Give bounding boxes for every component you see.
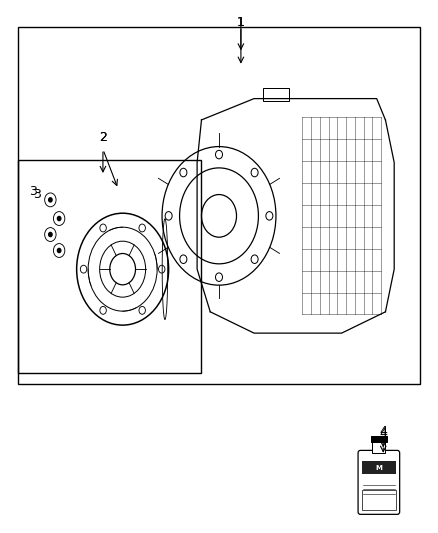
Bar [362, 489, 396, 510]
Text: 1: 1 [237, 16, 245, 29]
Bar [372, 442, 385, 453]
Bar [18, 160, 201, 373]
Circle shape [49, 198, 52, 202]
Text: 4: 4 [379, 425, 387, 438]
Circle shape [57, 248, 61, 253]
Text: 3: 3 [29, 185, 37, 198]
Bar [371, 436, 387, 442]
Bar [263, 88, 289, 101]
Text: 2: 2 [99, 131, 107, 144]
Circle shape [57, 216, 61, 221]
Text: 1: 1 [237, 16, 245, 29]
FancyBboxPatch shape [358, 450, 399, 514]
Text: 4: 4 [379, 427, 387, 440]
Text: M: M [375, 465, 382, 471]
Text: 2: 2 [99, 131, 107, 144]
Circle shape [49, 232, 52, 237]
Bar [362, 461, 396, 473]
Bar [18, 27, 420, 384]
Text: 3: 3 [33, 188, 41, 201]
